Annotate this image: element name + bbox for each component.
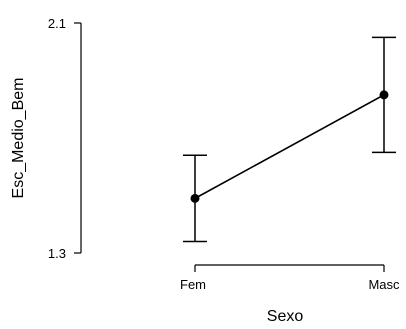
series-line-0 (194, 94, 385, 200)
x-axis-label: Sexo (267, 308, 304, 325)
plot-area (183, 36, 396, 243)
x-tick-label-fem: Fem (180, 277, 206, 292)
y-tick-label-bottom: 1.3 (48, 246, 66, 261)
y-axis-label: Esc_Medio_Bem (10, 78, 27, 199)
data-point-masc (379, 90, 389, 100)
x-tick-label-masc: Masc (368, 277, 400, 292)
y-tick-label-top: 2.1 (48, 16, 66, 31)
data-point-fem (190, 193, 200, 203)
